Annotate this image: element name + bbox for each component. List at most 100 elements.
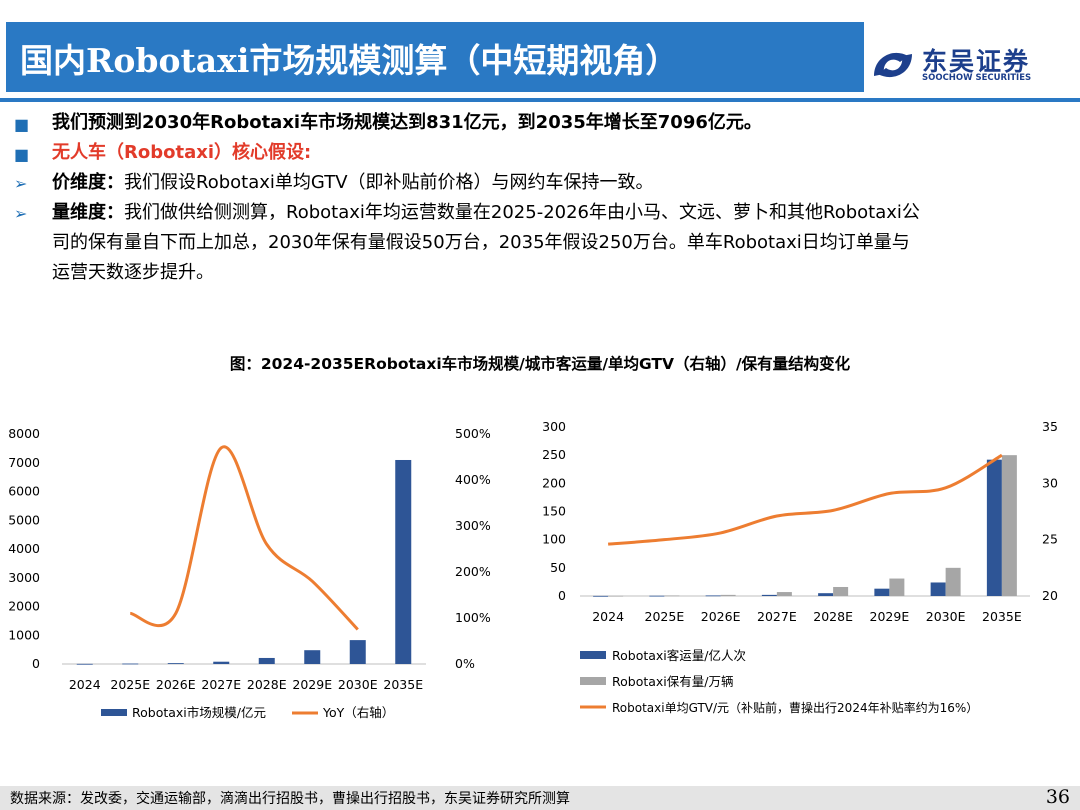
y2-tick-label: 35: [1042, 419, 1058, 434]
legend-swatch-market-size: [101, 709, 127, 716]
legend-label-yoy: YoY（右轴）: [322, 705, 394, 720]
bar-passenger-volume: [593, 595, 609, 597]
y2-tick-label: 500%: [455, 426, 491, 441]
y-tick-label: 250: [542, 447, 566, 462]
page-number: 36: [1045, 786, 1070, 808]
y2-tick-label: 300%: [455, 518, 491, 533]
y-tick-label: 0: [558, 588, 566, 603]
bar-passenger-volume: [649, 595, 665, 597]
y2-tick-label: 20: [1042, 588, 1058, 603]
y2-tick-label: 400%: [455, 472, 491, 487]
square-bullet-icon: ■: [14, 115, 30, 134]
volume-text-1: 我们做供给侧测算，Robotaxi年均运营数量在2025-2026年由小马、文远…: [124, 202, 920, 223]
x-tick-label: 2025E: [110, 677, 150, 692]
y-tick-label: 4000: [8, 541, 40, 556]
legend-label-market-size: Robotaxi市场规模/亿元: [132, 705, 266, 720]
bar-market-size: [395, 459, 412, 664]
arrow-bullet-icon: ➢: [14, 174, 28, 193]
y-tick-label: 3000: [8, 570, 40, 585]
y2-tick-label: 100%: [455, 610, 491, 625]
y-tick-label: 2000: [8, 599, 40, 614]
x-tick-label: 2027E: [201, 677, 241, 692]
y-tick-label: 0: [32, 656, 40, 671]
figure-caption: 图：2024-2035ERobotaxi车市场规模/城市客运量/单均GTV（右轴…: [229, 355, 851, 373]
price-label: 价维度：: [52, 172, 124, 193]
arrow-bullet-icon: ➢: [14, 204, 28, 223]
y2-tick-label: 30: [1042, 475, 1058, 490]
legend-label-passenger-volume: Robotaxi客运量/亿人次: [612, 648, 746, 663]
y-tick-label: 150: [542, 504, 566, 519]
bar-fleet-size: [776, 592, 792, 596]
bullet-assumptions: 无人车（Robotaxi）核心假设:: [52, 142, 312, 163]
bar-market-size: [349, 640, 366, 664]
x-tick-label: 2026E: [156, 677, 196, 692]
bar-market-size: [258, 657, 275, 664]
bar-fleet-size: [720, 594, 736, 596]
y-tick-label: 100: [542, 532, 566, 547]
x-tick-label: 2029E: [870, 609, 910, 624]
bullet-forecast: 我们预测到2030年Robotaxi车市场规模达到831亿元，到2035年增长至…: [52, 112, 762, 133]
line-gtv: [608, 453, 1003, 546]
x-tick-label: 2024: [592, 609, 624, 624]
x-tick-label: 2026E: [701, 609, 741, 624]
legend-label-gtv: Robotaxi单均GTV/元（补贴前，曹操出行2024年补贴率约为16%）: [612, 700, 978, 715]
y-tick-label: 50: [550, 560, 566, 575]
bar-fleet-size: [889, 578, 905, 596]
y2-tick-label: 200%: [455, 564, 491, 579]
x-tick-label: 2024: [69, 677, 101, 692]
y-tick-label: 8000: [8, 426, 40, 441]
volume-text-2: 司的保有量自下而上加总，2030年保有量假设50万台，2035年假设250万台。…: [52, 232, 910, 253]
y-tick-label: 5000: [8, 512, 40, 527]
logo-mark-icon: [874, 52, 912, 78]
bar-fleet-size: [664, 595, 680, 597]
legend-label-fleet-size: Robotaxi保有量/万辆: [612, 674, 734, 689]
logo-name: 东吴证券: [922, 47, 1031, 76]
legend-swatch-fleet-size: [580, 677, 606, 685]
y2-tick-label: 25: [1042, 532, 1058, 547]
footer: 数据来源：发改委，交通运输部，滴滴出行招股书，曹操出行招股书，东吴证券研究所测算…: [0, 786, 1080, 810]
logo: 东吴证券 SOOCHOW SECURITIES: [868, 40, 1068, 88]
y2-tick-label: 0%: [455, 656, 475, 671]
x-tick-label: 2029E: [292, 677, 332, 692]
bar-market-size: [122, 663, 139, 665]
bullet-price-dimension: 价维度：我们假设Robotaxi单均GTV（即补贴前价格）与网约车保持一致。: [52, 169, 654, 197]
x-tick-label: 2027E: [757, 609, 797, 624]
x-tick-label: 2030E: [338, 677, 378, 692]
x-tick-label: 2028E: [813, 609, 853, 624]
x-tick-label: 2025E: [645, 609, 685, 624]
bar-fleet-size: [1001, 455, 1017, 596]
volume-text-3: 运营天数逐步提升。: [52, 262, 214, 283]
header-divider: [0, 98, 1080, 102]
bar-passenger-volume: [818, 593, 834, 596]
y-tick-label: 300: [542, 419, 566, 434]
x-tick-label: 2030E: [926, 609, 966, 624]
line-yoy: [129, 445, 359, 631]
bar-market-size: [213, 661, 230, 664]
bar-market-size: [167, 663, 184, 664]
volume-label: 量维度：: [52, 202, 124, 223]
bar-passenger-volume: [930, 582, 946, 596]
y-tick-label: 1000: [8, 627, 40, 642]
y-tick-label: 200: [542, 475, 566, 490]
bar-fleet-size: [945, 567, 961, 596]
bar-fleet-size: [608, 595, 624, 597]
bar-passenger-volume: [986, 459, 1002, 596]
y-tick-label: 6000: [8, 484, 40, 499]
square-bullet-icon: ■: [14, 145, 30, 164]
bar-fleet-size: [833, 586, 849, 596]
bar-market-size: [76, 663, 93, 665]
title-bar: 国内Robotaxi市场规模测算（中短期视角）: [6, 22, 864, 92]
x-tick-label: 2028E: [247, 677, 287, 692]
bar-passenger-volume: [705, 595, 721, 597]
x-tick-label: 2035E: [982, 609, 1022, 624]
logo-en: SOOCHOW SECURITIES: [922, 73, 1032, 83]
price-text: 我们假设Robotaxi单均GTV（即补贴前价格）与网约车保持一致。: [124, 172, 654, 193]
footer-source: 数据来源：发改委，交通运输部，滴滴出行招股书，曹操出行招股书，东吴证券研究所测算: [10, 791, 570, 807]
bar-market-size: [304, 650, 321, 664]
x-tick-label: 2035E: [383, 677, 423, 692]
page-title: 国内Robotaxi市场规模测算（中短期视角）: [20, 41, 679, 80]
bar-passenger-volume: [874, 588, 890, 596]
legend-swatch-passenger-volume: [580, 651, 606, 659]
y-tick-label: 7000: [8, 455, 40, 470]
